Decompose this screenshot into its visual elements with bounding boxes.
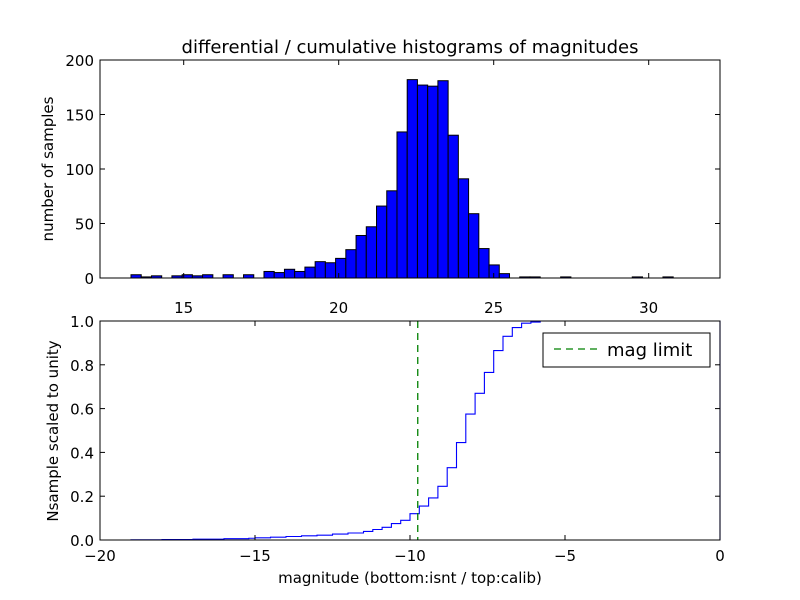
y-tick-label: 200 bbox=[65, 52, 94, 70]
histogram-bar bbox=[263, 270, 275, 279]
bottom-axes-frame bbox=[99, 320, 721, 541]
top-axis-ticks: 0 50 100 150 200 15 20 25 30 bbox=[65, 52, 720, 317]
top-y-axis-label: number of samples bbox=[39, 96, 57, 241]
legend-label: mag limit bbox=[607, 340, 692, 361]
histogram-bar bbox=[468, 213, 480, 279]
histogram-bar bbox=[294, 270, 306, 279]
y-tick-label: 100 bbox=[65, 161, 94, 179]
x-tick-label: −10 bbox=[394, 547, 426, 565]
histogram-bar bbox=[478, 248, 490, 279]
y-tick-label: 150 bbox=[65, 107, 94, 125]
x-tick-label: 15 bbox=[174, 299, 193, 317]
histogram-bar bbox=[376, 205, 388, 279]
x-tick-label: 25 bbox=[484, 299, 503, 317]
histogram-bar bbox=[304, 266, 316, 279]
chart-title: differential / cumulative histograms of … bbox=[182, 37, 639, 58]
top-histogram-chart: differential / cumulative histograms of … bbox=[39, 37, 721, 317]
histogram-bar bbox=[498, 273, 511, 279]
histogram-bar bbox=[283, 268, 296, 279]
histogram-bar bbox=[345, 249, 357, 279]
histogram-bar bbox=[273, 272, 285, 279]
histogram-bar bbox=[335, 257, 347, 279]
histogram-bar bbox=[447, 134, 459, 279]
bottom-cumulative-chart: −20 −15 −10 −5 0 0.0 0.2 0.4 0.6 0.8 1.0 magnitude… bbox=[44, 313, 725, 587]
top-axes-frame bbox=[99, 59, 721, 279]
x-tick-label: 0 bbox=[715, 547, 725, 565]
y-tick-label: 0.8 bbox=[70, 357, 94, 375]
bottom-y-axis-label: Nsample scaled to unity bbox=[44, 340, 62, 521]
legend-box bbox=[542, 332, 711, 368]
histogram-bar bbox=[314, 261, 326, 279]
histogram-bar bbox=[427, 85, 439, 279]
y-tick-label: 0 bbox=[84, 270, 94, 288]
y-tick-label: 50 bbox=[75, 216, 94, 234]
y-tick-label: 0.6 bbox=[70, 401, 94, 419]
legend: mag limit bbox=[542, 332, 711, 368]
histogram-bar bbox=[324, 262, 337, 279]
x-tick-label: −20 bbox=[84, 547, 116, 565]
x-tick-label: −5 bbox=[554, 547, 576, 565]
histogram-bars bbox=[130, 79, 674, 279]
y-tick-label: 0.4 bbox=[70, 444, 94, 462]
y-tick-label: 0.0 bbox=[70, 532, 94, 550]
x-tick-label: 30 bbox=[639, 299, 658, 317]
histogram-bar bbox=[386, 190, 398, 279]
histogram-bar bbox=[396, 131, 408, 279]
histogram-bar bbox=[406, 79, 418, 279]
x-tick-label: −15 bbox=[239, 547, 271, 565]
histogram-bar bbox=[457, 178, 470, 279]
histogram-bar bbox=[365, 226, 378, 279]
y-tick-label: 1.0 bbox=[70, 313, 94, 331]
y-tick-label: 0.2 bbox=[70, 488, 94, 506]
x-tick-label: 20 bbox=[329, 299, 348, 317]
histogram-bar bbox=[416, 84, 429, 279]
histogram-bar bbox=[437, 80, 449, 279]
histogram-bar bbox=[355, 234, 367, 279]
bottom-x-axis-label: magnitude (bottom:isnt / top:calib) bbox=[278, 569, 542, 587]
